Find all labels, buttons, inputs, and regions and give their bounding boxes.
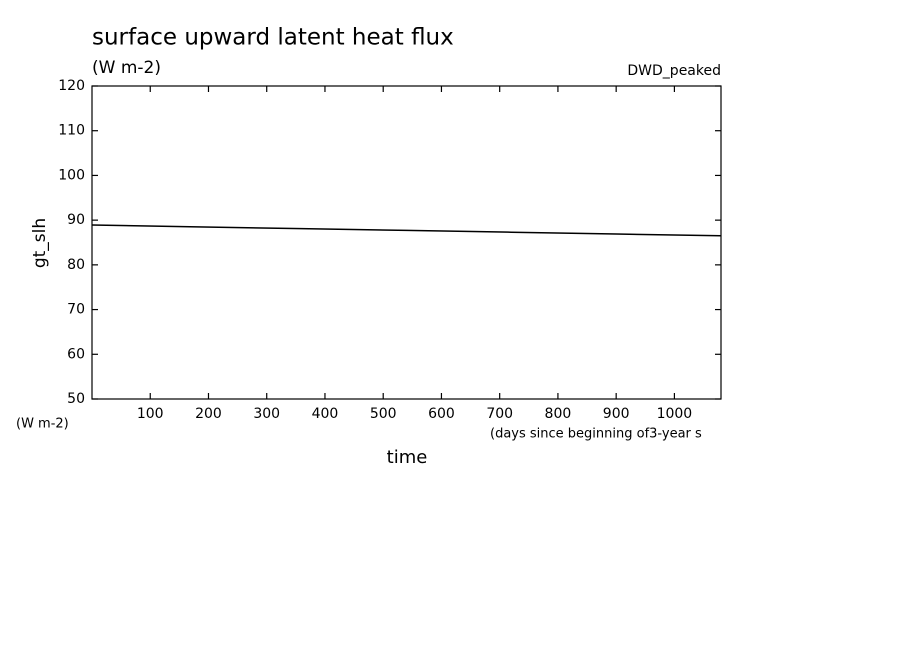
x-tick-label: 600 bbox=[428, 406, 455, 422]
x-tick-label: 900 bbox=[603, 406, 630, 422]
y-tick-label: 120 bbox=[58, 78, 85, 94]
y-tick-label: 90 bbox=[67, 212, 85, 228]
x-axis-label: time bbox=[387, 447, 428, 468]
y-tick-label: 70 bbox=[67, 302, 85, 318]
x-tick-label: 700 bbox=[486, 406, 513, 422]
annotation: DWD_peaked bbox=[627, 63, 721, 79]
y-tick-label: 100 bbox=[58, 167, 85, 183]
chart-subtitle: (W m-2) bbox=[92, 58, 161, 78]
y-axis-label: gt_slh bbox=[30, 218, 50, 268]
y-tick-label: 80 bbox=[67, 257, 85, 273]
x-tick-label: 300 bbox=[253, 406, 280, 422]
x-tick-label: 800 bbox=[545, 406, 572, 422]
x-tick-label: 400 bbox=[312, 406, 339, 422]
y-tick-label: 60 bbox=[67, 346, 85, 362]
data-line bbox=[91, 224, 722, 237]
chart-title: surface upward latent heat flux bbox=[92, 25, 454, 51]
x-units: (days since beginning of3-year s bbox=[490, 427, 702, 442]
x-tick-label: 1000 bbox=[657, 406, 693, 422]
y-units: (W m-2) bbox=[16, 417, 69, 432]
y-tick-label: 110 bbox=[58, 123, 85, 139]
plot-frame bbox=[91, 85, 722, 400]
x-tick-label: 100 bbox=[137, 406, 164, 422]
x-tick-label: 500 bbox=[370, 406, 397, 422]
y-tick-label: 50 bbox=[67, 391, 85, 407]
x-tick-label: 200 bbox=[195, 406, 222, 422]
